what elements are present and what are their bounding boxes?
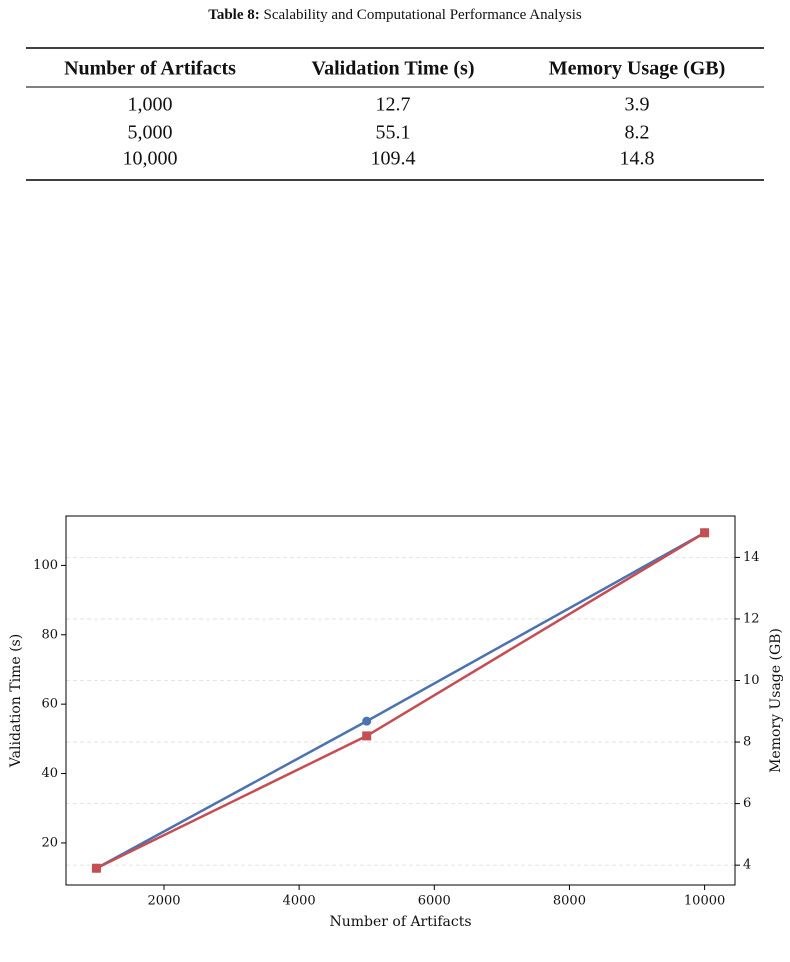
table-caption: Table 8: Scalability and Computational P… xyxy=(208,7,582,23)
cell: 8.2 xyxy=(625,122,650,144)
y2-tick-label: 8 xyxy=(743,735,751,750)
y2-tick-label: 10 xyxy=(743,673,760,688)
y-tick-label: 80 xyxy=(41,627,58,642)
x-tick-label: 6000 xyxy=(418,894,451,909)
x-tick-label: 2000 xyxy=(147,894,180,909)
marker xyxy=(362,716,372,726)
y2-tick-label: 6 xyxy=(743,796,751,811)
x-axis-label: Number of Artifacts xyxy=(329,914,471,930)
y-axis-label: Validation Time (s) xyxy=(8,634,24,768)
cell: 14.8 xyxy=(620,148,655,170)
x-tick-label: 4000 xyxy=(283,894,316,909)
x-tick-label: 8000 xyxy=(553,894,586,909)
marker xyxy=(91,863,101,873)
y2-tick-label: 14 xyxy=(743,550,760,565)
series-line xyxy=(95,531,706,870)
y-tick-label: 40 xyxy=(41,766,58,781)
y2-axis-label: Memory Usage (GB) xyxy=(768,628,784,773)
cell: 10,000 xyxy=(123,148,178,170)
chart: 4 6 8 10 12 14 20 40 60 80 100 2000 4000 6000 8000 1000… xyxy=(8,515,784,930)
y-tick-label: 100 xyxy=(33,558,58,573)
y2-tick-label: 4 xyxy=(743,858,751,873)
caption-label: Table 8: xyxy=(208,7,260,23)
cell: 5,000 xyxy=(128,122,173,144)
caption-text: Scalability and Computational Performanc… xyxy=(264,7,582,23)
cell: 55.1 xyxy=(376,122,411,144)
marker xyxy=(362,731,372,741)
x-tick-label: 10000 xyxy=(684,894,725,909)
marker xyxy=(700,528,710,538)
y-tick-label: 60 xyxy=(41,697,58,712)
header-cell: Validation Time (s) xyxy=(312,58,475,80)
header-cell: Number of Artifacts xyxy=(64,58,236,80)
cell: 1,000 xyxy=(128,94,173,116)
table: Number of Artifacts Validation Time (s) Me… xyxy=(64,58,725,170)
header-cell: Memory Usage (GB) xyxy=(549,58,726,80)
plot-frame xyxy=(65,515,736,886)
y2-tick-label: 12 xyxy=(743,611,760,626)
cell: 12.7 xyxy=(376,94,411,116)
cell: 109.4 xyxy=(371,148,416,170)
y-tick-label: 20 xyxy=(41,835,58,850)
cell: 3.9 xyxy=(625,94,650,116)
